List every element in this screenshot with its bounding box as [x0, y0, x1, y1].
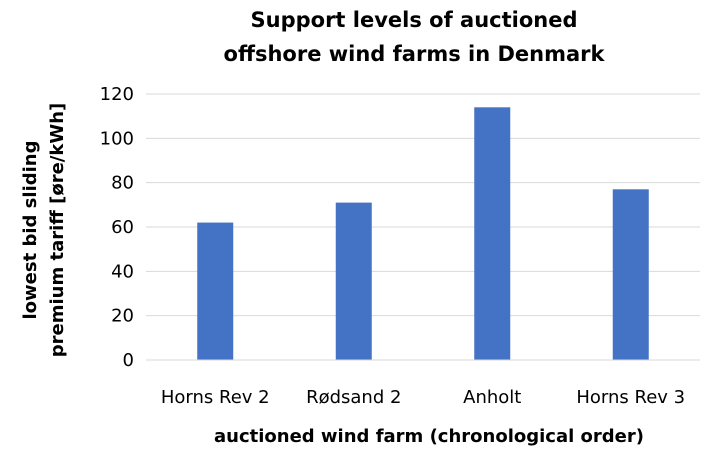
y-tick-label: 120 [100, 84, 134, 105]
x-category-label: Horns Rev 2 [161, 387, 270, 408]
y-tick-label: 40 [111, 261, 134, 282]
chart-title-line-1: Support levels of auctioned [251, 8, 578, 32]
y-tick-label: 0 [123, 350, 134, 371]
y-tick-label: 20 [111, 306, 134, 327]
x-axis-category-labels: Horns Rev 2 Rødsand 2 Anholt Horns Rev 3 [161, 387, 685, 408]
y-tick-label: 100 [100, 128, 134, 149]
y-axis-label-line-2: premium tariff [øre/kWh] [47, 103, 68, 358]
y-tick-label: 80 [111, 173, 134, 194]
y-axis-label-line-1: lowest bid sliding [20, 141, 41, 320]
chart-title-line-2: offshore wind farms in Denmark [224, 42, 606, 66]
x-category-label: Horns Rev 3 [576, 387, 685, 408]
y-axis-tick-labels: 0 20 40 60 80 100 120 [100, 84, 134, 371]
x-category-label: Anholt [463, 387, 521, 408]
bar [197, 222, 234, 360]
y-tick-label: 60 [111, 217, 134, 238]
bar [612, 189, 649, 360]
bars [197, 107, 649, 360]
gridlines [146, 93, 700, 317]
x-category-label: Rødsand 2 [306, 387, 401, 408]
bar [474, 107, 511, 360]
x-axis-label: auctioned wind farm (chronological order… [214, 426, 644, 447]
bar [335, 202, 372, 360]
